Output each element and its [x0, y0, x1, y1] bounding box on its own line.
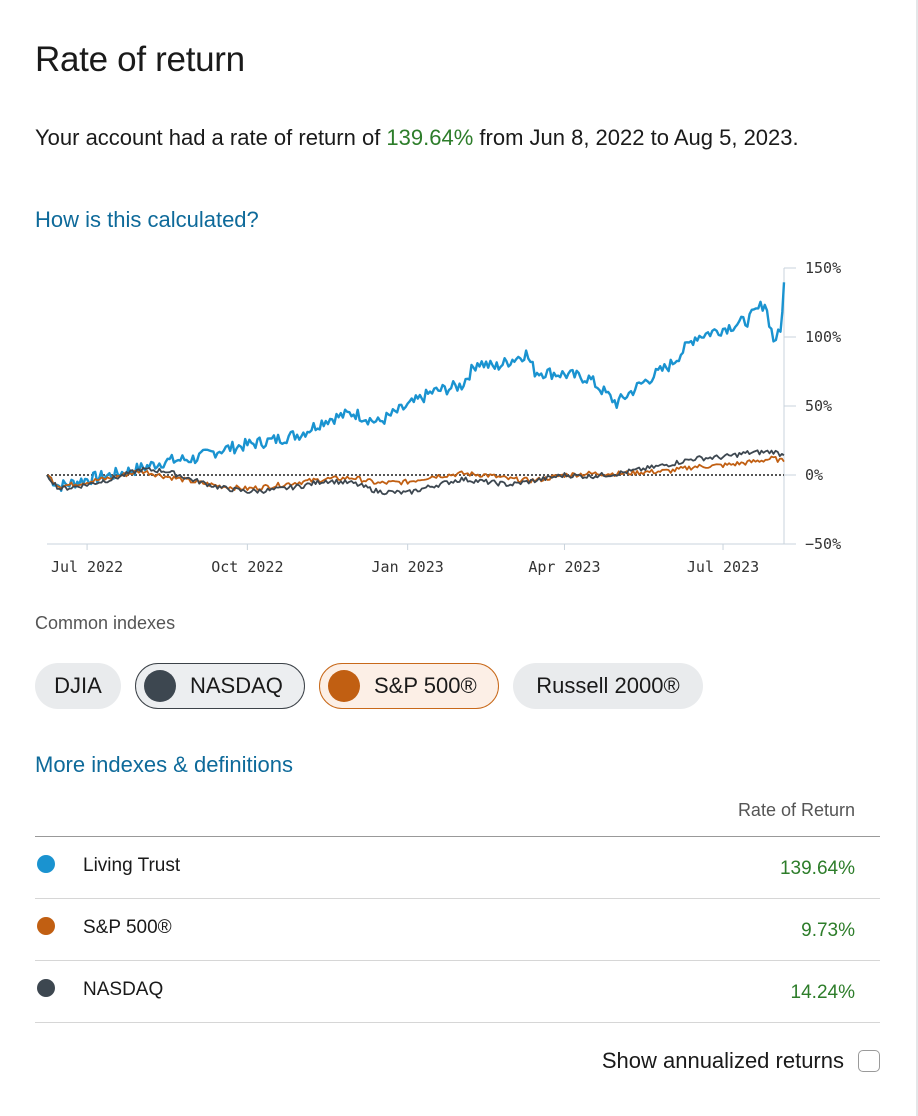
- x-tick-label: Jan 2023: [372, 558, 444, 576]
- summary-rate-value: 139.64%: [386, 125, 474, 150]
- series-line-sp500: [46, 455, 785, 491]
- x-tick-label: Jul 2023: [687, 558, 759, 576]
- sp500-color-dot-icon: [328, 670, 360, 702]
- more-indexes-link[interactable]: More indexes & definitions: [35, 752, 294, 777]
- index-chip-russell2000-label: Russell 2000®: [536, 673, 680, 698]
- index-chip-djia[interactable]: DJIA: [35, 663, 121, 709]
- series-line-living-trust: [46, 282, 786, 492]
- row-value: 139.64%: [779, 858, 855, 879]
- table-row: NASDAQ 14.24%: [35, 961, 880, 1023]
- annualized-returns-label: Show annualized returns: [601, 1048, 844, 1073]
- x-tick-label: Apr 2023: [528, 558, 600, 576]
- row-value: 14.24%: [790, 982, 855, 1003]
- chart-tick-labels: Jul 2022 Oct 2022 Jan 2023 Apr 2023 Jul 2023…: [51, 259, 841, 576]
- y-tick-label: 100%: [805, 328, 841, 346]
- y-tick-label: 0%: [805, 466, 823, 484]
- returns-table: Living Trust 139.64% S&P 500® 9.73% NASD…: [35, 836, 880, 1023]
- nasdaq-row-color-dot-icon: [37, 979, 55, 997]
- table-row: S&P 500® 9.73%: [35, 899, 880, 961]
- row-name: S&P 500®: [83, 917, 172, 938]
- index-chip-djia-label: DJIA: [54, 673, 102, 698]
- page-title: Rate of return: [35, 40, 245, 79]
- how-calculated-link[interactable]: How is this calculated?: [35, 207, 259, 232]
- living-trust-color-dot-icon: [37, 855, 55, 873]
- y-tick-label: 50%: [805, 397, 832, 415]
- chart-series: [46, 282, 786, 496]
- row-value: 9.73%: [801, 920, 855, 941]
- annualized-returns-toggle: Show annualized returns: [602, 1048, 880, 1074]
- row-name: NASDAQ: [83, 979, 164, 1000]
- index-chip-sp500-label: S&P 500®: [374, 673, 477, 698]
- index-chip-nasdaq-label: NASDAQ: [190, 673, 283, 698]
- series-line-nasdaq: [46, 449, 785, 496]
- chart-axes: [47, 267, 796, 550]
- nasdaq-color-dot-icon: [144, 670, 176, 702]
- index-chip-sp500[interactable]: S&P 500®: [319, 663, 499, 709]
- x-tick-label: Jul 2022: [51, 558, 123, 576]
- annualized-returns-checkbox[interactable]: [858, 1050, 880, 1072]
- table-row: Living Trust 139.64%: [35, 837, 880, 899]
- common-indexes-label: Common indexes: [35, 613, 176, 633]
- sp500-row-color-dot-icon: [37, 917, 55, 935]
- panel-right-border: [916, 0, 918, 1116]
- x-tick-label: Oct 2022: [211, 558, 283, 576]
- rate-of-return-chart[interactable]: Jul 2022 Oct 2022 Jan 2023 Apr 2023 Jul 2023…: [0, 250, 900, 590]
- rate-of-return-column-header: Rate of Return: [737, 800, 855, 820]
- index-chip-nasdaq[interactable]: NASDAQ: [135, 663, 305, 709]
- y-tick-label: 150%: [805, 259, 841, 277]
- y-tick-label: −50%: [805, 535, 841, 553]
- row-name: Living Trust: [83, 855, 181, 876]
- return-summary: Your account had a rate of return of 139…: [35, 120, 855, 156]
- summary-suffix: from Jun 8, 2022 to Aug 5, 2023.: [473, 125, 799, 150]
- index-chip-russell2000[interactable]: Russell 2000®: [513, 663, 703, 709]
- summary-prefix: Your account had a rate of return of: [35, 125, 387, 150]
